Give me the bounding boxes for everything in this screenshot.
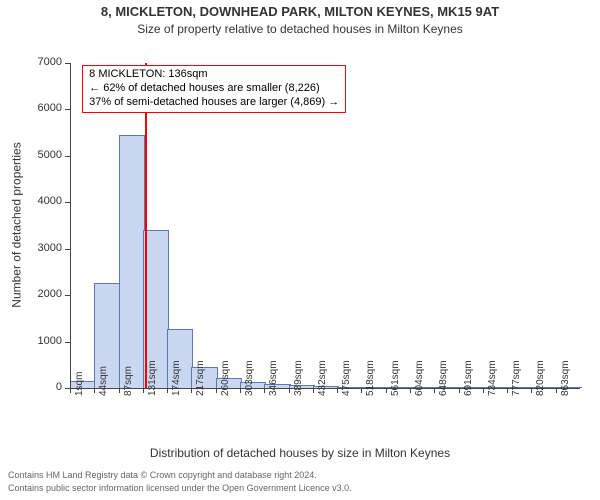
x-tick-label: 604sqm <box>414 360 425 396</box>
annotation-box: 8 MICKLETON: 136sqm ← 62% of detached ho… <box>82 65 346 112</box>
chart-title: 8, MICKLETON, DOWNHEAD PARK, MILTON KEYN… <box>0 4 600 19</box>
y-tick <box>65 63 70 64</box>
footnote-line-1: Contains HM Land Registry data © Crown c… <box>8 470 317 480</box>
x-tick <box>483 388 484 393</box>
y-tick <box>65 109 70 110</box>
x-tick-label: 1sqm <box>74 372 85 396</box>
y-tick <box>65 202 70 203</box>
x-tick-label: 432sqm <box>317 360 328 396</box>
x-tick <box>191 388 192 393</box>
x-tick <box>361 388 362 393</box>
x-tick-label: 87sqm <box>123 366 134 396</box>
x-tick <box>507 388 508 393</box>
x-tick <box>94 388 95 393</box>
x-tick <box>216 388 217 393</box>
x-tick <box>143 388 144 393</box>
annotation-line-1: 8 MICKLETON: 136sqm <box>89 68 339 82</box>
x-tick <box>313 388 314 393</box>
chart-subtitle: Size of property relative to detached ho… <box>0 22 600 36</box>
y-tick <box>65 295 70 296</box>
bar <box>119 135 145 388</box>
x-tick-label: 863sqm <box>560 360 571 396</box>
x-tick <box>119 388 120 393</box>
x-tick-label: 475sqm <box>341 360 352 396</box>
x-tick-label: 648sqm <box>438 360 449 396</box>
x-tick-label: 346sqm <box>268 360 279 396</box>
x-tick-label: 44sqm <box>98 366 109 396</box>
x-tick-label: 777sqm <box>511 360 522 396</box>
plot-area: 8 MICKLETON: 136sqm ← 62% of detached ho… <box>70 63 580 388</box>
x-tick-label: 561sqm <box>390 360 401 396</box>
x-tick-label: 734sqm <box>487 360 498 396</box>
y-axis-line <box>70 63 71 388</box>
x-tick-label: 303sqm <box>244 360 255 396</box>
x-tick <box>531 388 532 393</box>
x-tick <box>434 388 435 393</box>
x-tick-label: 260sqm <box>220 360 231 396</box>
y-tick <box>65 249 70 250</box>
y-axis-label: Number of detached properties <box>9 62 23 387</box>
x-tick-label: 389sqm <box>293 360 304 396</box>
x-tick-label: 131sqm <box>147 360 158 396</box>
x-axis-label: Distribution of detached houses by size … <box>0 446 600 460</box>
x-tick <box>264 388 265 393</box>
x-tick <box>289 388 290 393</box>
x-tick <box>459 388 460 393</box>
x-tick <box>386 388 387 393</box>
x-tick-label: 691sqm <box>463 360 474 396</box>
x-tick-label: 217sqm <box>195 360 206 396</box>
x-tick <box>240 388 241 393</box>
y-tick <box>65 156 70 157</box>
annotation-line-3: 37% of semi-detached houses are larger (… <box>89 96 339 110</box>
footnote-line-2: Contains public sector information licen… <box>8 483 352 493</box>
x-tick <box>337 388 338 393</box>
x-tick <box>556 388 557 393</box>
annotation-line-2: ← 62% of detached houses are smaller (8,… <box>89 82 339 96</box>
x-tick <box>70 388 71 393</box>
x-tick-label: 518sqm <box>365 360 376 396</box>
x-tick <box>410 388 411 393</box>
x-tick <box>167 388 168 393</box>
y-tick <box>65 342 70 343</box>
x-tick-label: 820sqm <box>535 360 546 396</box>
x-tick-label: 174sqm <box>171 360 182 396</box>
